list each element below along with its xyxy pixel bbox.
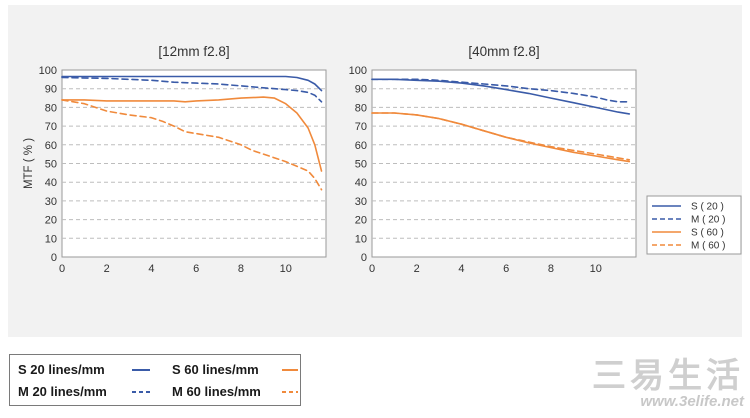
series-line-right-s20 <box>371 78 631 115</box>
chart-title-right: [40mm f2.8] <box>468 44 539 59</box>
side-legend: S ( 20 ) M ( 20 ) S ( 60 ) M ( 60 ) <box>646 195 742 255</box>
ytick-label-right-80: 80 <box>355 102 367 114</box>
ytick-label-left-30: 30 <box>45 196 57 208</box>
ytick-label-left-100: 100 <box>39 65 57 77</box>
xtick-label-right-4: 4 <box>458 263 464 275</box>
ytick-label-right-20: 20 <box>355 215 367 227</box>
watermark-brand: 三易生活 <box>592 357 744 395</box>
ytick-label-left-90: 90 <box>45 84 57 96</box>
xtick-label-right-8: 8 <box>548 263 554 275</box>
ytick-label-left-70: 70 <box>45 121 57 133</box>
series-line-left-s60 <box>61 96 323 172</box>
ytick-label-right-100: 100 <box>349 65 367 77</box>
ytick-label-right-30: 30 <box>355 196 367 208</box>
ytick-label-right-10: 10 <box>355 233 367 245</box>
legend-label-m60: M 60 lines/mm <box>172 384 261 399</box>
ytick-label-left-20: 20 <box>45 215 57 227</box>
xtick-label-right-10: 10 <box>590 263 602 275</box>
legend-label-s60: S 60 lines/mm <box>172 362 259 377</box>
y-axis-label-left: MTF ( % ) <box>23 138 35 189</box>
ytick-label-left-0: 0 <box>51 252 57 264</box>
xtick-label-left-8: 8 <box>238 263 244 275</box>
xtick-label-right-6: 6 <box>503 263 509 275</box>
series-line-left-m20 <box>61 76 323 103</box>
chart-title-left: [12mm f2.8] <box>158 44 229 59</box>
xtick-label-left-10: 10 <box>280 263 292 275</box>
xtick-label-left-2: 2 <box>104 263 110 275</box>
ytick-label-right-60: 60 <box>355 140 367 152</box>
legend-label-s20: S 20 lines/mm <box>18 362 105 377</box>
watermark-url: www.3elife.net <box>640 393 744 410</box>
side-legend-label-m20: M ( 20 ) <box>691 215 725 226</box>
series-line-left-s20 <box>61 75 323 92</box>
plot-40mm: 0 10 20 30 40 50 60 70 80 90 100 0 2 4 6 8 10 [40mm f2.8] <box>349 44 637 275</box>
xtick-label-right-0: 0 <box>369 263 375 275</box>
ytick-label-right-40: 40 <box>355 177 367 189</box>
xtick-label-left-0: 0 <box>59 263 65 275</box>
ytick-label-left-10: 10 <box>45 233 57 245</box>
ytick-label-left-60: 60 <box>45 140 57 152</box>
ytick-label-right-0: 0 <box>361 252 367 264</box>
ytick-label-left-40: 40 <box>45 177 57 189</box>
side-legend-label-m60: M ( 60 ) <box>691 241 725 252</box>
series-line-right-m60 <box>371 112 631 161</box>
ytick-label-left-80: 80 <box>45 102 57 114</box>
legend-label-m20: M 20 lines/mm <box>18 384 107 399</box>
bottom-legend: S 20 lines/mm S 60 lines/mm M 20 lines/m… <box>9 354 301 406</box>
side-legend-label-s20: S ( 20 ) <box>691 202 724 213</box>
series-line-left-m60 <box>61 99 323 191</box>
watermark: 三易生活 www.3elife.net <box>592 358 744 410</box>
side-legend-label-s60: S ( 60 ) <box>691 228 724 239</box>
ytick-label-right-70: 70 <box>355 121 367 133</box>
xtick-label-left-6: 6 <box>193 263 199 275</box>
xtick-label-right-2: 2 <box>414 263 420 275</box>
ytick-label-right-50: 50 <box>355 159 367 171</box>
xtick-label-left-4: 4 <box>148 263 154 275</box>
plot-12mm: 0 10 20 30 40 50 60 70 80 90 100 0 2 4 6 8 10 [12mm f2.8]… <box>23 44 327 275</box>
ytick-label-right-90: 90 <box>355 84 367 96</box>
series-line-right-m20 <box>371 78 631 103</box>
ytick-label-left-50: 50 <box>45 159 57 171</box>
